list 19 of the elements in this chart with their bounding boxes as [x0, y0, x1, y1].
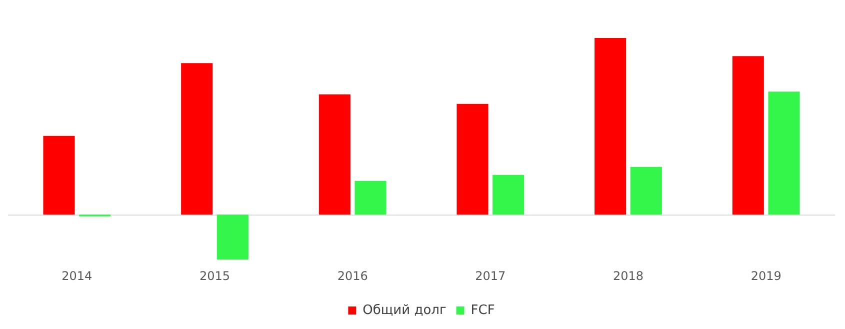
legend-label: Общий долг [362, 302, 446, 318]
x-tick-label: 2018 [612, 268, 644, 283]
bar [594, 38, 626, 215]
x-tick-label: 2019 [750, 268, 782, 283]
bar [181, 63, 213, 215]
x-tick-label: 2017 [475, 268, 506, 283]
x-tick-label: 2014 [62, 268, 92, 283]
x-tick-label: 2016 [337, 268, 368, 283]
bar [318, 94, 350, 215]
bar [456, 104, 488, 215]
legend-label: FCF [470, 302, 495, 318]
bar [216, 214, 248, 260]
bar [354, 180, 386, 215]
bar [732, 56, 764, 215]
x-tick-label: 2015 [199, 268, 230, 283]
bar [768, 92, 800, 215]
bar [492, 174, 524, 215]
bar [630, 166, 662, 215]
bar [43, 136, 75, 215]
